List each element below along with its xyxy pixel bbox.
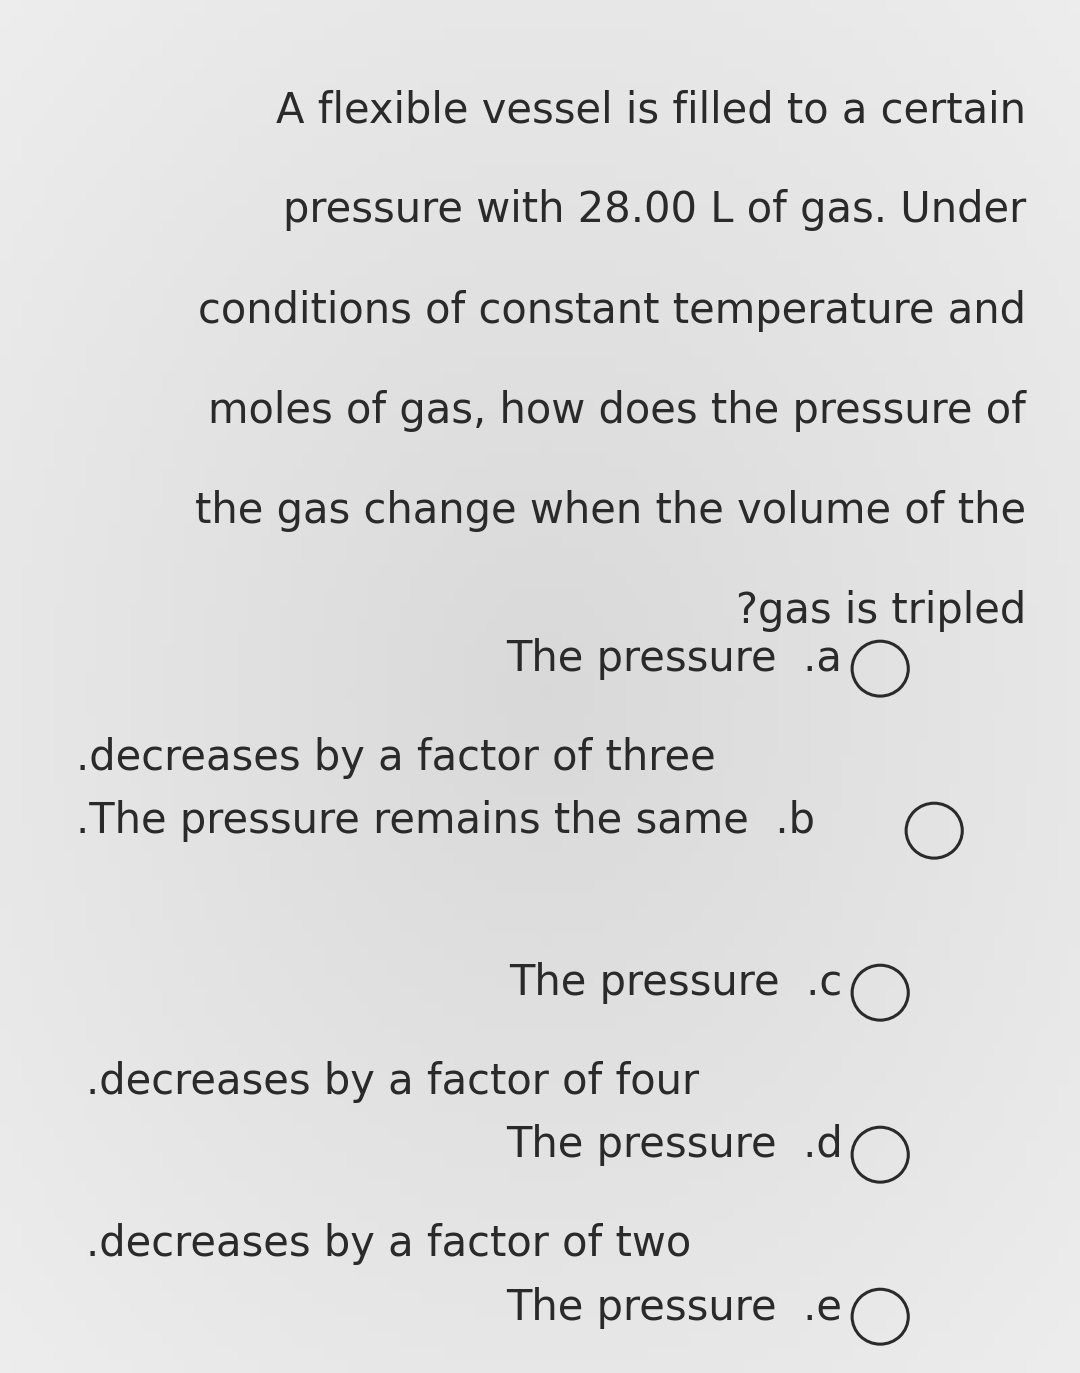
Text: .decreases by a factor of four: .decreases by a factor of four (86, 1061, 700, 1104)
Text: .The pressure remains the same  .b: .The pressure remains the same .b (76, 800, 814, 843)
Text: The pressure  .c: The pressure .c (509, 962, 842, 1005)
Text: The pressure  .a: The pressure .a (507, 638, 842, 681)
Text: The pressure  .d: The pressure .d (505, 1124, 842, 1167)
Text: the gas change when the volume of the: the gas change when the volume of the (194, 490, 1026, 533)
Text: The pressure  .e: The pressure .e (507, 1287, 842, 1329)
Text: A flexible vessel is filled to a certain: A flexible vessel is filled to a certain (276, 89, 1026, 132)
Text: pressure with 28.00 L of gas. Under: pressure with 28.00 L of gas. Under (283, 189, 1026, 232)
Text: moles of gas, how does the pressure of: moles of gas, how does the pressure of (208, 390, 1026, 432)
Text: ?gas is tripled: ?gas is tripled (735, 590, 1026, 633)
Text: .decreases by a factor of two: .decreases by a factor of two (86, 1223, 691, 1266)
Text: conditions of constant temperature and: conditions of constant temperature and (198, 290, 1026, 332)
Text: .decreases by a factor of three: .decreases by a factor of three (76, 737, 715, 780)
